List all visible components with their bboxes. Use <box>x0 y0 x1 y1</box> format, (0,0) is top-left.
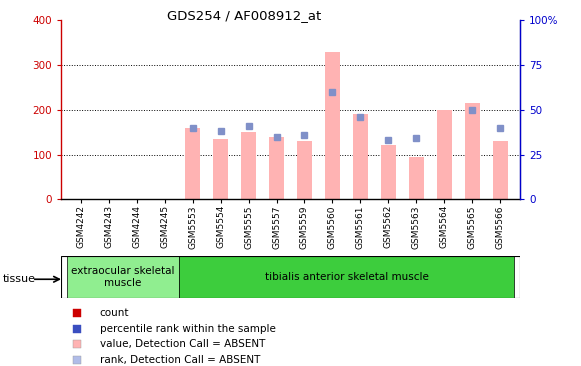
Text: GDS254 / AF008912_at: GDS254 / AF008912_at <box>167 9 321 22</box>
Bar <box>178 256 514 298</box>
Bar <box>493 141 508 199</box>
Bar <box>353 114 368 199</box>
Text: extraocular skeletal
muscle: extraocular skeletal muscle <box>71 266 174 288</box>
Text: percentile rank within the sample: percentile rank within the sample <box>100 324 275 334</box>
Bar <box>381 145 396 199</box>
Bar <box>409 157 424 199</box>
Bar <box>213 139 228 199</box>
Text: tibialis anterior skeletal muscle: tibialis anterior skeletal muscle <box>264 272 428 282</box>
Text: count: count <box>100 309 130 318</box>
Bar <box>185 128 200 199</box>
Text: tissue: tissue <box>3 274 36 284</box>
Bar <box>325 52 340 199</box>
Bar <box>269 137 284 199</box>
Bar <box>437 110 452 199</box>
Text: rank, Detection Call = ABSENT: rank, Detection Call = ABSENT <box>100 355 260 365</box>
Text: value, Detection Call = ABSENT: value, Detection Call = ABSENT <box>100 339 265 349</box>
Bar <box>241 132 256 199</box>
Bar <box>465 103 480 199</box>
Bar <box>297 141 312 199</box>
Bar <box>67 256 178 298</box>
